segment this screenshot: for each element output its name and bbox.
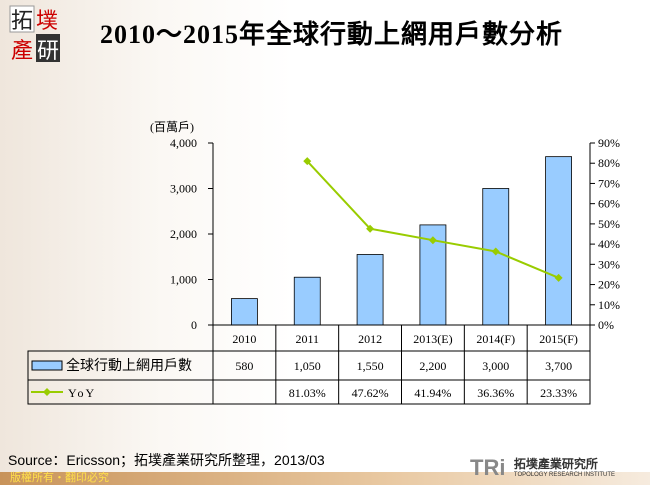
bar: [231, 298, 258, 326]
svg-text:研: 研: [37, 38, 59, 63]
footer-bar: [0, 472, 650, 485]
bar-data-label: 2,200: [419, 359, 446, 373]
yoy-marker: [554, 273, 563, 282]
yoy-data-label: 36.36%: [477, 386, 514, 400]
x-tick-label: 2013(E): [413, 332, 452, 346]
y2-tick-label: 50%: [598, 217, 620, 231]
bar-data-label: 1,050: [294, 359, 321, 373]
legend-line-label: YoY: [68, 386, 96, 400]
bar: [545, 156, 572, 326]
x-tick-label: 2014(F): [476, 332, 515, 346]
yoy-marker: [366, 224, 375, 233]
bar-data-label: 580: [235, 359, 253, 373]
y2-tick-label: 20%: [598, 278, 620, 292]
yoy-marker: [303, 157, 312, 166]
x-tick-label: 2010: [232, 332, 256, 346]
bar-data-label: 3,000: [482, 359, 509, 373]
y2-tick-label: 70%: [598, 176, 620, 190]
logo: 拓 墣 產 研: [9, 5, 60, 63]
y2-tick-label: 60%: [598, 197, 620, 211]
legend-bar-swatch: [31, 360, 63, 371]
institute-mark: TRi: [470, 455, 506, 480]
y-tick-label: 3,000: [170, 182, 197, 196]
y2-tick-label: 10%: [598, 298, 620, 312]
y2-tick-label: 30%: [598, 257, 620, 271]
y2-tick-label: 90%: [598, 136, 620, 150]
yoy-marker: [491, 247, 500, 256]
copyright: 版權所有‧翻印必究: [10, 472, 109, 484]
legend-bar-label: 全球行動上網用戶數: [66, 357, 192, 373]
x-tick-label: 2015(F): [539, 332, 578, 346]
y2-tick-label: 40%: [598, 237, 620, 251]
svg-text:拓: 拓: [11, 8, 33, 33]
y-axis-label: (百萬戶): [150, 120, 194, 134]
x-tick-label: 2012: [358, 332, 382, 346]
bar: [293, 276, 321, 326]
svg-text:墣: 墣: [36, 8, 58, 33]
legend-line-marker: [43, 388, 51, 396]
yoy-data-label: 47.62%: [352, 386, 389, 400]
bar: [482, 188, 510, 326]
source-note: Source：Ericsson；拓墣產業研究所整理，2013/03: [8, 452, 325, 468]
page-title: 2010～2015年全球行動上網用戶數分析: [100, 20, 564, 49]
bar: [356, 254, 384, 326]
yoy-data-label: 81.03%: [289, 386, 326, 400]
institute-name: 拓墣產業研究所: [513, 457, 598, 471]
y-tick-label: 1,000: [170, 273, 197, 287]
y2-tick-label: 0%: [598, 318, 614, 332]
institute-name-en: TOPOLOGY RESEARCH INSTITUTE: [513, 472, 616, 478]
institute-logo: TRi 拓墣產業研究所 TOPOLOGY RESEARCH INSTITUTE: [470, 455, 615, 481]
svg-text:產: 產: [11, 38, 33, 63]
y-tick-label: 2,000: [170, 227, 197, 241]
bar-data-label: 1,550: [357, 359, 384, 373]
bar-data-label: 3,700: [545, 359, 572, 373]
x-tick-label: 2011: [295, 332, 319, 346]
y-tick-label: 0: [191, 318, 197, 332]
yoy-marker: [428, 236, 437, 245]
yoy-data-label: 41.94%: [414, 386, 451, 400]
y2-tick-label: 80%: [598, 156, 620, 170]
yoy-data-label: 23.33%: [540, 386, 577, 400]
y-tick-label: 4,000: [170, 136, 197, 150]
